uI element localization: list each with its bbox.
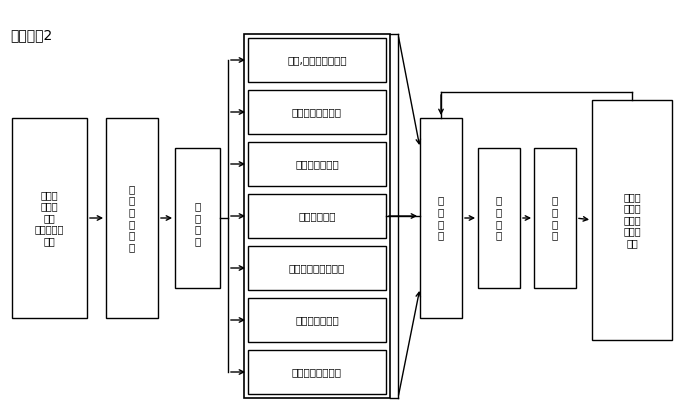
Text: 对预报
成果进
行工后
确报与
复核: 对预报 成果进 行工后 确报与 复核 — [623, 192, 641, 248]
Text: 序参见图2: 序参见图2 — [10, 28, 52, 42]
Bar — [248, 194, 386, 238]
Bar — [244, 34, 390, 398]
Text: 其他地质病害判释: 其他地质病害判释 — [292, 367, 342, 377]
Bar — [106, 118, 158, 318]
Bar — [12, 118, 87, 318]
Text: 高地应力判释: 高地应力判释 — [298, 211, 335, 221]
Bar — [478, 148, 520, 288]
Text: 岩爆可能性判释: 岩爆可能性判释 — [295, 315, 339, 325]
Bar — [420, 118, 462, 318]
Text: 信
息
采
集
收
集: 信 息 采 集 收 集 — [129, 184, 135, 252]
Bar — [248, 350, 386, 394]
Text: 涌水,涌泥可能性判释: 涌水,涌泥可能性判释 — [287, 55, 347, 65]
Text: 断层可能性判释: 断层可能性判释 — [295, 159, 339, 169]
Text: 软岩变形可能性判释: 软岩变形可能性判释 — [289, 263, 345, 273]
Text: 专
家
评
判: 专 家 评 判 — [194, 190, 200, 246]
Text: 实
施
施
工: 实 施 施 工 — [552, 196, 558, 240]
Bar — [248, 90, 386, 134]
Bar — [248, 298, 386, 342]
Text: 动
态
设
计: 动 态 设 计 — [496, 196, 502, 240]
Bar — [248, 38, 386, 82]
Text: 设
计
单
位: 设 计 单 位 — [438, 196, 444, 240]
Bar — [175, 148, 220, 288]
Text: 高地温可能性判释: 高地温可能性判释 — [292, 107, 342, 117]
Bar — [248, 246, 386, 290]
Bar — [592, 100, 672, 340]
Bar — [248, 142, 386, 186]
Text: 洞内超
前地质
预报
超前水平钻
探孔: 洞内超 前地质 预报 超前水平钻 探孔 — [35, 190, 64, 246]
Bar — [534, 148, 576, 288]
